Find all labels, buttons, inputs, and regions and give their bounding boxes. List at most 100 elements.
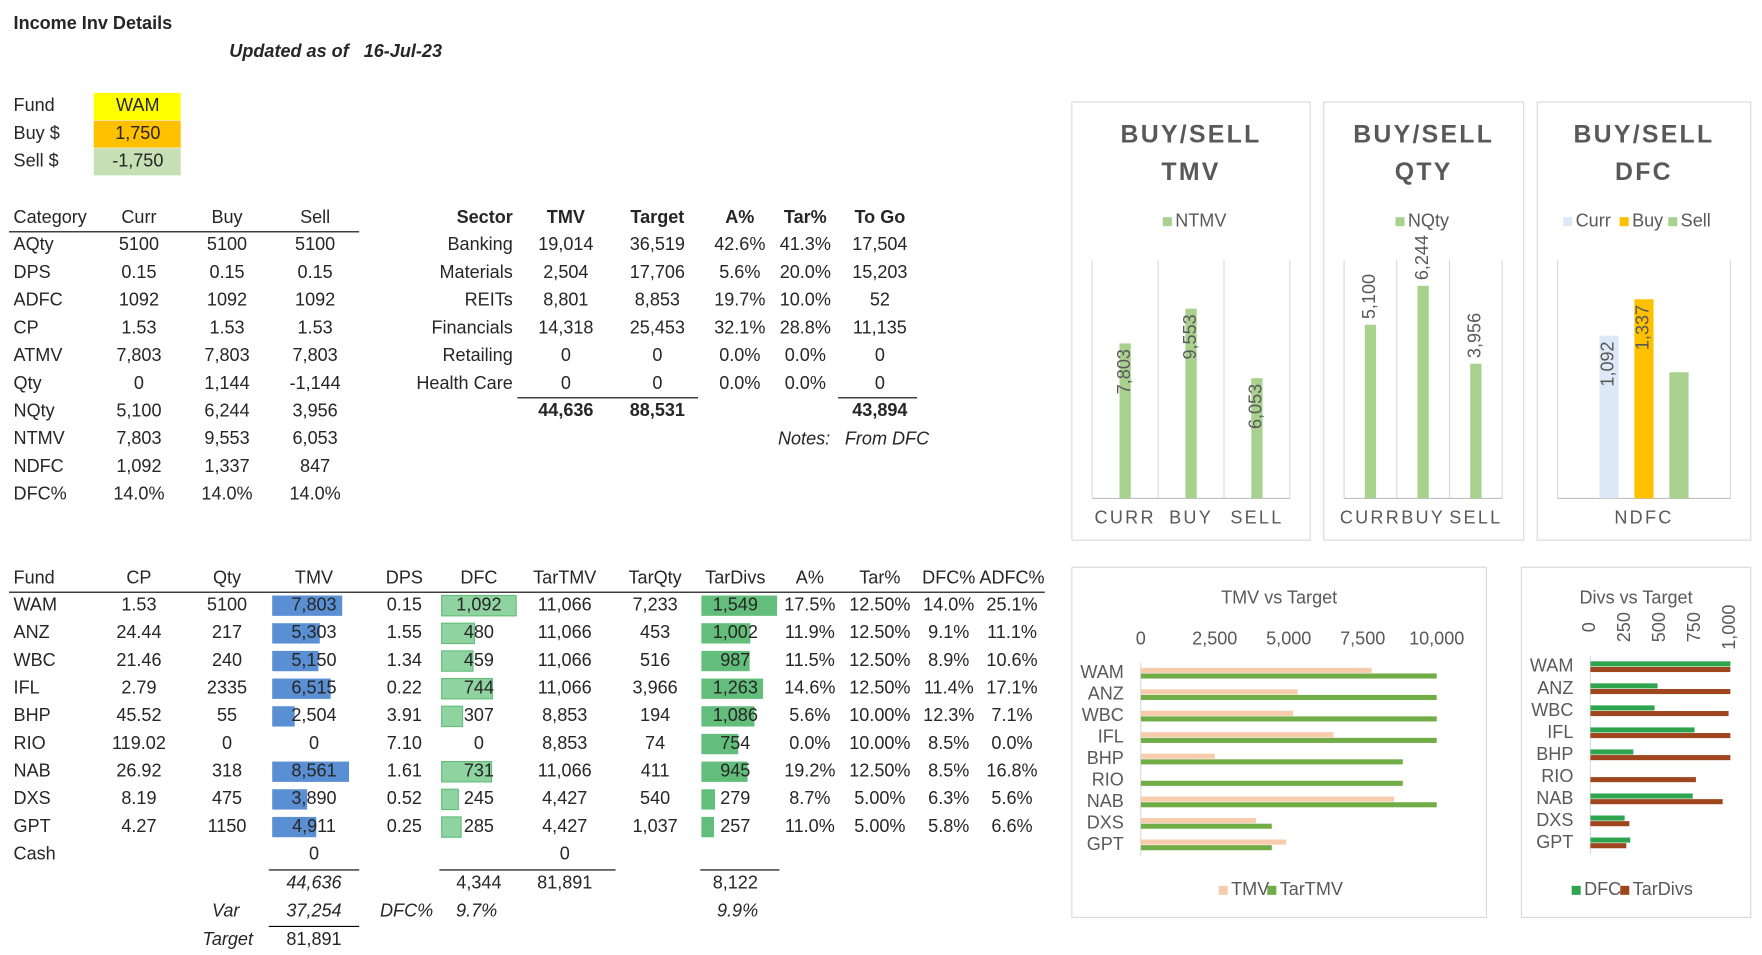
column-header: TarTMV (533, 567, 596, 587)
cell: 19,014 (538, 234, 593, 254)
var-value: 9.7% (456, 901, 497, 921)
cell: 0 (561, 373, 571, 393)
x-tick-label: 750 (1684, 612, 1704, 642)
column-header: Category (14, 207, 87, 227)
cell: 17.5% (784, 594, 835, 614)
cell: 731 (464, 760, 494, 780)
x-tick-label: BUY (1401, 507, 1445, 527)
data-bar (701, 733, 739, 755)
column-header: Qty (213, 567, 241, 587)
cell: 14,318 (538, 317, 593, 337)
cell: 5.6% (991, 788, 1032, 808)
bar (1140, 839, 1287, 845)
bar (1140, 780, 1403, 786)
bar (1140, 673, 1437, 679)
y-tick-label: RIO (1092, 770, 1124, 790)
cell: RIO (14, 733, 46, 753)
cell: 1.53 (209, 317, 244, 337)
data-bar (701, 595, 778, 616)
cell: 14.0% (290, 484, 341, 504)
data-label: 7,803 (1114, 349, 1134, 394)
bar (1140, 818, 1256, 824)
column-header: Buy (211, 207, 242, 227)
bar (1140, 710, 1294, 716)
cell: 257 (720, 816, 750, 836)
var-value: 9.9% (717, 901, 758, 921)
cell: 5,100 (116, 401, 161, 421)
cell: 10.0% (780, 290, 831, 310)
cell: 6,515 (291, 677, 336, 697)
var-label: Var (212, 901, 240, 921)
y-tick-label: GPT (1087, 834, 1124, 854)
cell: 0 (652, 373, 662, 393)
total-cell: 43,894 (852, 400, 907, 420)
bar (1140, 802, 1437, 808)
x-tick-label: NDFC (1614, 507, 1673, 527)
param-value: -1,750 (112, 151, 163, 171)
y-tick-label: IFL (1098, 727, 1124, 747)
x-tick-label: 500 (1649, 612, 1669, 642)
cell: 5100 (207, 594, 247, 614)
cell: 8.5% (928, 733, 969, 753)
param-label: Sell $ (14, 151, 59, 171)
cell: 26.92 (116, 760, 161, 780)
cell: Qty (14, 373, 42, 393)
cell: 411 (641, 760, 670, 780)
cell: 5.00% (854, 816, 905, 836)
cell: 4.27 (121, 816, 156, 836)
cell: 0.0% (719, 373, 760, 393)
cell: 540 (640, 788, 670, 808)
param-label: Fund (14, 95, 55, 115)
target-value: 81,891 (286, 929, 341, 949)
chart-title: BUY/SELL QTY (1353, 120, 1495, 186)
bar (1590, 821, 1630, 827)
cell: 12.50% (849, 622, 910, 642)
cell: 74 (645, 733, 665, 753)
cell: 17.1% (986, 677, 1037, 697)
cell: 0.0% (991, 733, 1032, 753)
cell: 9.1% (928, 622, 969, 642)
total-cell: 44,636 (538, 400, 593, 420)
cell: 3,966 (633, 677, 678, 697)
cell: 7.1% (991, 705, 1032, 725)
cell: 1,002 (713, 622, 758, 642)
data-bar (272, 650, 319, 672)
column-header: A% (796, 567, 824, 587)
cell: 5.6% (719, 262, 760, 282)
bar (1634, 299, 1654, 499)
legend-swatch (1619, 217, 1629, 227)
legend-label: NTMV (1175, 210, 1226, 230)
cell: 285 (464, 816, 494, 836)
cell: 5.6% (789, 705, 830, 725)
cell: DXS (14, 788, 51, 808)
column-header: DPS (386, 567, 423, 587)
notes-label: Notes: (778, 428, 830, 448)
cell: 4,427 (542, 816, 587, 836)
cell: 7,803 (204, 345, 249, 365)
bar (1140, 753, 1215, 759)
data-bar (441, 705, 464, 728)
bar (1140, 716, 1437, 722)
cell: 1150 (208, 816, 247, 836)
bar (1140, 732, 1334, 738)
column-header: Curr (121, 207, 156, 227)
legend-label: TarDivs (1633, 879, 1693, 899)
chart-title: Divs vs Target (1580, 588, 1693, 608)
cell: 4,427 (542, 788, 587, 808)
cell: 8,561 (291, 760, 336, 780)
total-cell: 8,122 (713, 872, 758, 892)
legend-label: TarTMV (1280, 879, 1343, 899)
data-label: 1,337 (1633, 305, 1653, 350)
total-cell: 88,531 (630, 400, 685, 420)
cell: 119.02 (112, 733, 166, 753)
cell: 0 (309, 733, 319, 753)
cell: 0.25 (387, 816, 422, 836)
column-header: Target (630, 207, 684, 227)
cell: 0.0% (785, 373, 826, 393)
column-header: DFC (460, 567, 497, 587)
bar (1140, 823, 1272, 829)
cell: NDFC (14, 456, 64, 476)
chart-title: BUY/SELL TMV (1120, 120, 1262, 186)
data-label: 5,100 (1359, 274, 1379, 319)
